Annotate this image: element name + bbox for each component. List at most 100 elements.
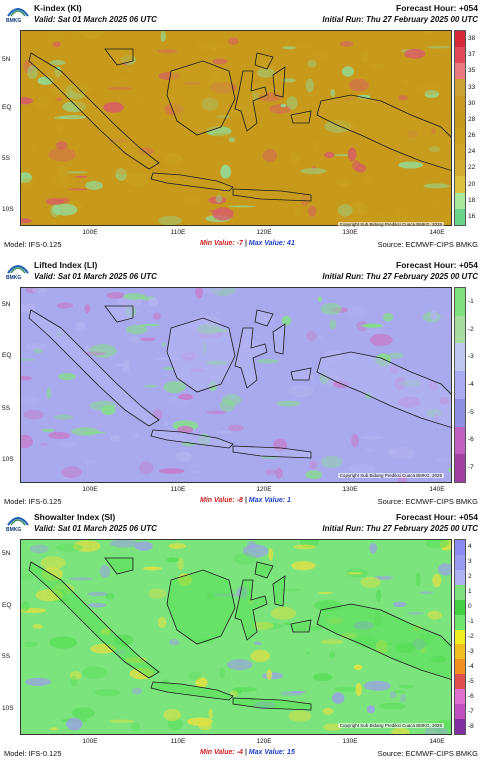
colorbar-tick-label: -7 <box>468 707 474 715</box>
field-blob <box>423 183 450 189</box>
colorbar-segment <box>455 315 465 344</box>
field-blob <box>378 702 406 710</box>
y-tick-label: 5N <box>2 301 11 308</box>
colorbar-segment <box>455 343 465 372</box>
colorbar-tick-label: 2 <box>468 573 472 581</box>
field-blob <box>305 651 311 655</box>
field-blob <box>115 76 129 82</box>
colorbar-tick-label: 4 <box>468 543 472 551</box>
field-blob <box>130 335 139 343</box>
coastline <box>290 367 312 381</box>
lifted-index-panel: BMKG Lifted Index (LI) Valid: Sat 01 Mar… <box>0 257 488 509</box>
y-tick-label: 5S <box>2 653 10 660</box>
field-blob <box>83 351 106 356</box>
bmkg-logo-icon: BMKG <box>6 261 30 283</box>
coastline <box>254 309 274 327</box>
coastline <box>234 70 268 132</box>
x-tick-label: 110E <box>170 738 186 745</box>
field-blob <box>425 540 450 549</box>
coastline <box>166 60 236 136</box>
coastline <box>316 603 451 680</box>
field-blob <box>348 463 377 475</box>
field-blob <box>398 95 408 101</box>
field-blob <box>163 708 182 721</box>
y-tick-label: 5N <box>2 56 11 63</box>
field-blob <box>293 544 317 550</box>
valid-time: Valid: Sat 01 March 2025 06 UTC <box>34 272 157 281</box>
field-blob <box>134 541 153 551</box>
field-blob <box>21 358 35 361</box>
field-blob <box>222 394 242 406</box>
map-area <box>20 287 452 483</box>
field-blob <box>391 727 410 734</box>
field-blob <box>363 175 373 184</box>
field-blob <box>69 671 82 680</box>
field-blob <box>423 31 436 35</box>
coastline <box>28 309 160 427</box>
field-blob <box>114 167 134 175</box>
x-tick-label: 140E <box>429 229 445 236</box>
field-blob <box>195 288 204 299</box>
field-blob <box>321 455 343 468</box>
field-blob <box>404 80 409 85</box>
colorbar-segment <box>455 599 465 615</box>
field-blob <box>290 691 306 694</box>
field-blob <box>84 303 91 314</box>
field-blob <box>228 37 239 45</box>
field-blob <box>264 205 269 212</box>
field-blob <box>305 78 314 93</box>
field-blob <box>196 41 224 50</box>
source-label: Source: ECMWF-CIPS BMKG <box>377 497 478 506</box>
min-max-values: Min Value: -4 | Max Value: 15 <box>200 749 295 756</box>
field-blob <box>220 164 231 179</box>
source-label: Source: ECMWF-CIPS BMKG <box>377 240 478 249</box>
field-blob <box>125 324 148 335</box>
map-canvas <box>21 288 451 482</box>
initial-run: Initial Run: Thu 27 February 2025 00 UTC <box>322 272 478 281</box>
x-tick-label: 120E <box>256 229 272 236</box>
x-tick-label: 100E <box>82 486 98 493</box>
field-blob <box>109 719 135 723</box>
coastline <box>272 323 286 355</box>
source-label: Source: ECMWF-CIPS BMKG <box>377 749 478 758</box>
field-blob <box>265 469 277 475</box>
colorbar-segment <box>455 704 465 720</box>
field-blob <box>393 601 407 608</box>
field-blob <box>158 215 182 225</box>
field-blob <box>258 622 283 630</box>
field-blob <box>48 432 71 440</box>
field-blob <box>66 717 83 731</box>
field-blob <box>313 673 333 682</box>
field-blob <box>71 707 95 719</box>
panel-title: Lifted Index (LI) <box>34 260 98 270</box>
field-blob <box>169 639 180 646</box>
field-blob <box>22 573 33 580</box>
coastline <box>166 569 236 645</box>
field-blob <box>47 31 65 42</box>
coastline <box>166 317 236 393</box>
colorbar-segment <box>455 47 465 64</box>
field-blob <box>219 667 226 680</box>
field-blob <box>288 384 314 397</box>
field-blob <box>320 639 344 645</box>
field-blob <box>286 96 298 110</box>
field-blob <box>215 194 223 203</box>
field-blob <box>329 651 336 659</box>
colorbar-segment <box>455 144 465 161</box>
y-tick-label: 5S <box>2 155 10 162</box>
min-max-values: Min Value: -7 | Max Value: 41 <box>200 240 295 247</box>
field-blob <box>275 467 283 479</box>
colorbar-segment <box>455 540 465 555</box>
field-blob <box>260 456 280 459</box>
field-blob <box>115 168 127 181</box>
y-tick-label: EQ <box>2 602 12 609</box>
field-blob <box>270 606 297 620</box>
field-blob <box>140 337 156 342</box>
field-blob <box>383 312 394 322</box>
field-blob <box>341 66 354 77</box>
field-blob <box>21 178 36 189</box>
field-blob <box>166 557 180 563</box>
colorbar-tick-label: 22 <box>468 164 476 172</box>
field-blob <box>57 166 69 180</box>
field-blob <box>50 727 58 731</box>
